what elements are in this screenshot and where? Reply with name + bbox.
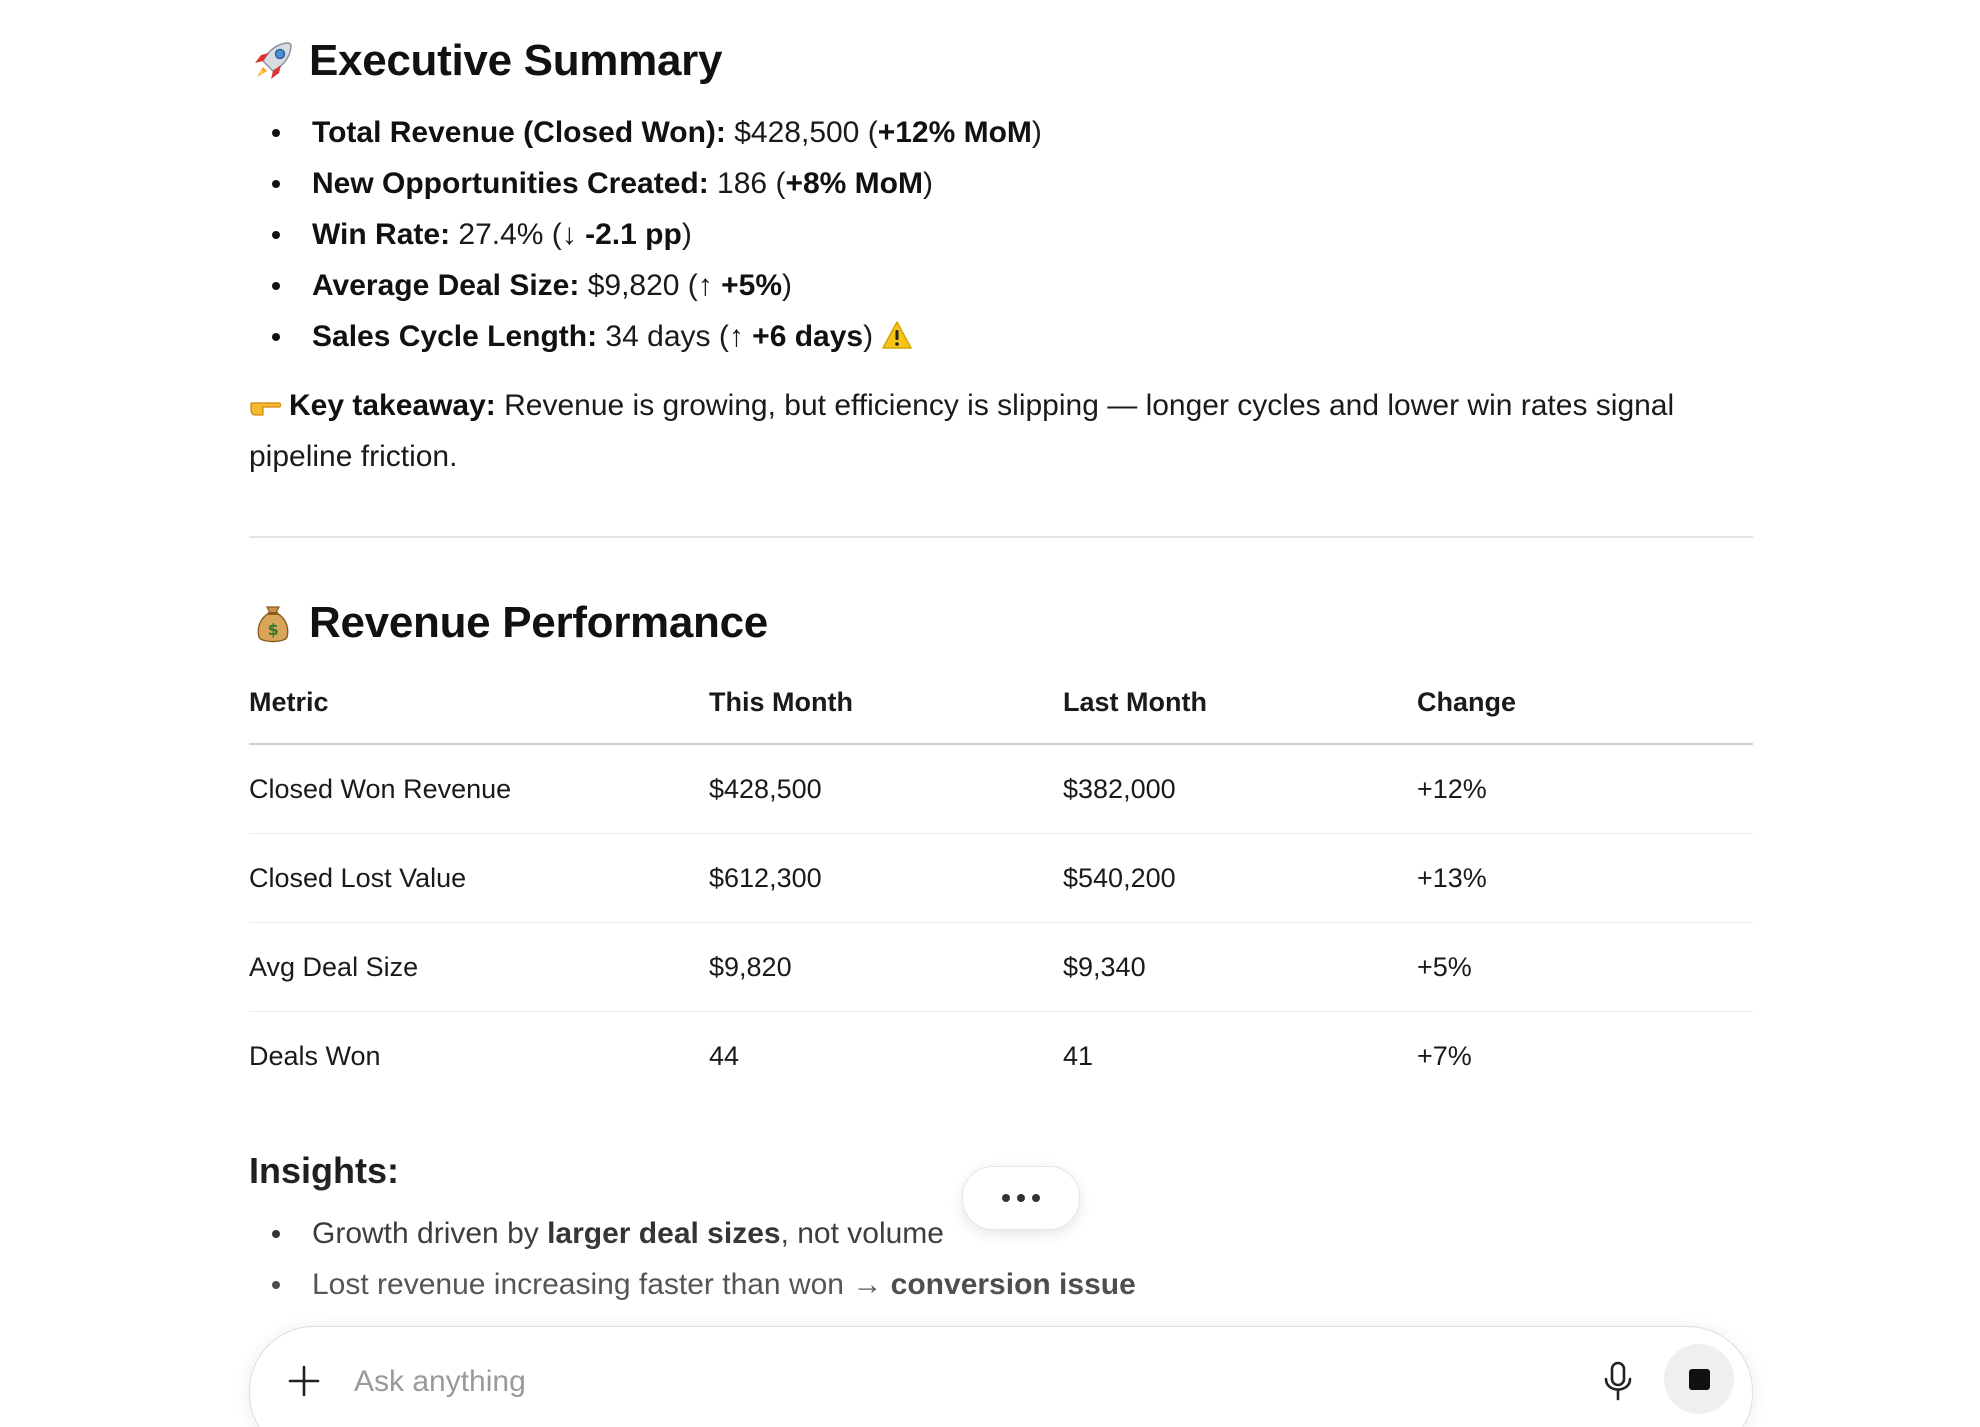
table-row: Deals Won 44 41 +7% [249,1012,1753,1101]
rocket-icon [255,42,292,79]
insight-text: , not volume [780,1217,944,1250]
section-divider [249,536,1753,538]
table-cell: $540,200 [1063,833,1417,923]
table-cell: Avg Deal Size [249,922,709,1012]
more-options-button[interactable] [962,1166,1080,1230]
summary-list: Total Revenue (Closed Won): $428,500 (+1… [249,107,1042,362]
metric-value: 27.4% (↓ [450,218,586,251]
metric-tail: ) [681,218,692,251]
column-header: This Month [709,675,1063,745]
takeaway-text: Revenue is growing, but efficiency is sl… [249,389,1675,473]
table-cell: $428,500 [709,744,1063,834]
revenue-performance-heading: $ Revenue Performance [249,598,768,648]
metric-tail: ) [922,167,933,200]
more-options-icon [1017,1194,1025,1202]
revenue-table: Metric This Month Last Month Change Clos… [249,675,1753,1100]
table-cell: $382,000 [1063,744,1417,834]
chat-composer [249,1326,1753,1427]
list-item: Total Revenue (Closed Won): $428,500 (+1… [249,107,1042,158]
table-cell: $9,820 [709,922,1063,1012]
money-bag-icon: $ [257,606,289,643]
metric-change: +6 days [752,320,864,353]
metric-change: +12% MoM [877,116,1032,149]
metric-value: $428,500 ( [725,116,878,149]
warning-icon [882,321,913,349]
table-cell: +12% [1417,744,1753,834]
metric-label: New Opportunities Created: [312,167,709,200]
metric-tail: ) [782,269,793,302]
table-cell: +5% [1417,922,1753,1012]
metric-tail: ) [863,320,882,353]
pointing-hand-icon [250,402,281,416]
metric-value: $9,820 (↑ [579,269,722,302]
metric-change: +5% [721,269,783,302]
metric-tail: ) [1031,116,1042,149]
table-cell: 41 [1063,1040,1094,1071]
metric-label: Average Deal Size: [312,269,580,302]
section-title: Revenue Performance [309,598,768,647]
metric-change: +8% MoM [785,167,923,200]
metric-label: Win Rate: [312,218,451,251]
table-row: Closed Won Revenue $428,500 $382,000 +12… [249,744,1753,834]
takeaway-label: Key takeaway: [289,389,496,422]
table-cell: Closed Won Revenue [249,744,709,834]
list-item: New Opportunities Created: 186 (+8% MoM) [249,158,1042,209]
metric-change: -2.1 pp [585,218,682,251]
metric-label: Total Revenue (Closed Won): [312,116,726,149]
chat-input[interactable] [354,1361,1554,1403]
column-header: Metric [249,675,709,745]
table-cell: +13% [1417,833,1753,923]
microphone-icon[interactable] [1598,1359,1638,1403]
table-cell: +7% [1417,1040,1472,1071]
key-takeaway: Key takeaway: Revenue is growing, but ef… [249,380,1759,482]
column-header: Last Month [1063,675,1417,745]
table-cell: $612,300 [709,833,1063,923]
list-item: Average Deal Size: $9,820 (↑ +5%) [249,260,1042,311]
table-cell: 44 [709,1040,740,1071]
table-header-row: Metric This Month Last Month Change [249,675,1753,745]
plus-icon[interactable] [284,1361,324,1401]
insight-text: Growth driven by [312,1217,548,1250]
stop-icon [1688,1368,1710,1390]
table-row: Closed Lost Value $612,300 $540,200 +13% [249,833,1753,923]
metric-value: 186 ( [708,167,786,200]
table-row: Avg Deal Size $9,820 $9,340 +5% [249,922,1753,1012]
executive-summary-heading: Executive Summary [249,36,722,86]
table-cell: Deals Won [249,1040,381,1071]
column-header: Change [1417,675,1753,745]
metric-label: Sales Cycle Length: [312,320,598,353]
table-cell: Closed Lost Value [249,833,709,923]
list-item: Sales Cycle Length: 34 days (↑ +6 days) [249,311,1042,362]
svg-text:$: $ [268,620,279,639]
section-title: Executive Summary [309,36,723,85]
more-options-icon [1002,1194,1010,1202]
table-cell: $9,340 [1063,922,1417,1012]
list-item: Win Rate: 27.4% (↓ -2.1 pp) [249,209,1042,260]
metric-value: 34 days (↑ [597,320,753,353]
stop-button[interactable] [1664,1344,1734,1414]
more-options-icon [1032,1194,1040,1202]
insight-emphasis: larger deal sizes [547,1217,781,1250]
list-item: Lost revenue increasing faster than won … [249,1259,1136,1310]
insight-emphasis: conversion issue [890,1268,1136,1301]
insights-heading: Insights: [249,1150,399,1191]
insight-text: Lost revenue increasing faster than won … [312,1268,891,1301]
